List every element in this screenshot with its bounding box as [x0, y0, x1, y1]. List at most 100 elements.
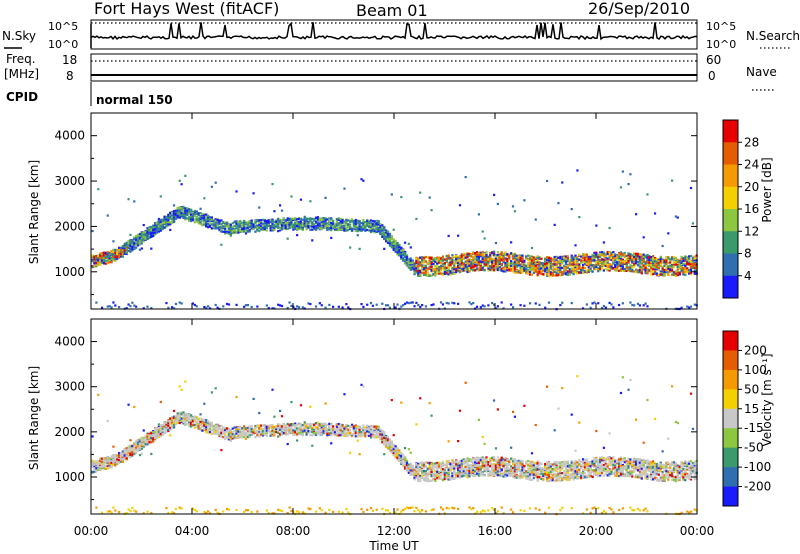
power-cell: [421, 269, 424, 272]
power-cell: [205, 220, 208, 223]
power-cell: [205, 224, 208, 228]
power-cell: [534, 262, 537, 265]
power-cell: [388, 306, 392, 309]
power-cell: [142, 307, 145, 310]
power-cell: [218, 219, 221, 222]
power-cell: [462, 257, 465, 260]
power-cell: [110, 260, 113, 264]
power-cell: [314, 228, 318, 231]
power-cell: [345, 218, 348, 222]
power-cell: [385, 229, 388, 232]
power-cell: [415, 257, 418, 260]
power-cell: [133, 236, 136, 240]
power-cell: [195, 216, 198, 219]
power-cell: [417, 259, 420, 262]
power-cell: [547, 271, 551, 274]
power-cell: [510, 303, 513, 306]
power-cell: [229, 234, 232, 237]
power-cell: [114, 250, 117, 254]
power-cell: [610, 251, 613, 255]
power-cell: [176, 214, 179, 218]
power-cell: [619, 258, 623, 261]
power-cell: [299, 198, 303, 201]
power-cell: [125, 252, 128, 255]
power-cell: [686, 261, 689, 264]
power-cell: [256, 228, 259, 231]
power-cell: [477, 253, 481, 257]
power-cell: [453, 259, 456, 262]
power-cell: [464, 260, 467, 263]
power-cell: [195, 217, 198, 220]
power-cell: [438, 265, 441, 269]
power-cell: [207, 223, 210, 226]
power-cell: [534, 257, 537, 261]
power-cell: [265, 221, 268, 224]
power-cell: [636, 263, 640, 267]
power-cell: [546, 264, 549, 267]
power-cell: [402, 250, 405, 253]
power-cell: [635, 260, 638, 263]
power-cell: [409, 260, 412, 263]
power-cell: [250, 305, 253, 309]
power-cell: [364, 223, 367, 226]
power-cell: [354, 218, 357, 222]
power-cell: [383, 247, 386, 250]
power-cell: [127, 246, 130, 250]
power-cell: [419, 271, 422, 274]
power-cell: [453, 264, 456, 267]
power-cell: [621, 263, 624, 266]
power-cell: [229, 225, 232, 228]
power-cell: [477, 268, 481, 271]
power-cell: [458, 260, 462, 263]
power-cell: [540, 272, 543, 275]
power-cell: [506, 269, 509, 272]
power-cell: [496, 256, 499, 259]
power-cell: [559, 256, 562, 260]
power-cell: [114, 248, 117, 251]
power-cell: [576, 272, 579, 275]
power-cell: [669, 258, 672, 261]
power-cell: [519, 254, 522, 257]
power-cell: [413, 265, 416, 268]
power-cell: [593, 264, 596, 267]
power-cell: [525, 265, 528, 268]
power-cell: [271, 218, 274, 221]
power-cell: [142, 236, 145, 239]
power-cell: [278, 204, 282, 207]
power-cell: [379, 222, 382, 226]
power-cell: [559, 274, 562, 277]
power-cell: [371, 220, 374, 223]
velocity-cell: [99, 457, 102, 460]
power-cell: [95, 255, 98, 258]
power-cell: [593, 301, 596, 304]
power-cell: [547, 256, 551, 260]
power-cell: [689, 270, 693, 273]
power-cell: [171, 218, 174, 221]
power-cell: [210, 227, 214, 230]
power-cell: [125, 241, 128, 244]
power-cell: [646, 254, 649, 257]
power-cell: [155, 222, 159, 225]
power-cell: [474, 252, 477, 255]
power-cell: [388, 240, 392, 243]
power-cell: [511, 254, 515, 258]
power-cell: [580, 266, 583, 269]
power-cell: [593, 259, 596, 262]
power-cell: [316, 216, 320, 219]
power-cell: [235, 224, 238, 227]
power-cell: [563, 255, 566, 258]
power-cell: [161, 227, 164, 230]
power-cell: [466, 263, 469, 266]
power-cell: [436, 256, 439, 259]
power-cell: [572, 273, 575, 276]
power-cell: [341, 220, 344, 223]
power-cell: [576, 260, 579, 263]
power-cell: [332, 221, 335, 224]
power-cell: [657, 267, 660, 270]
power-cell: [288, 223, 291, 226]
power-cell: [504, 261, 507, 265]
power-cell: [347, 219, 350, 222]
power-cell: [600, 262, 604, 265]
power-cell: [195, 212, 198, 216]
power-cell: [362, 225, 365, 228]
